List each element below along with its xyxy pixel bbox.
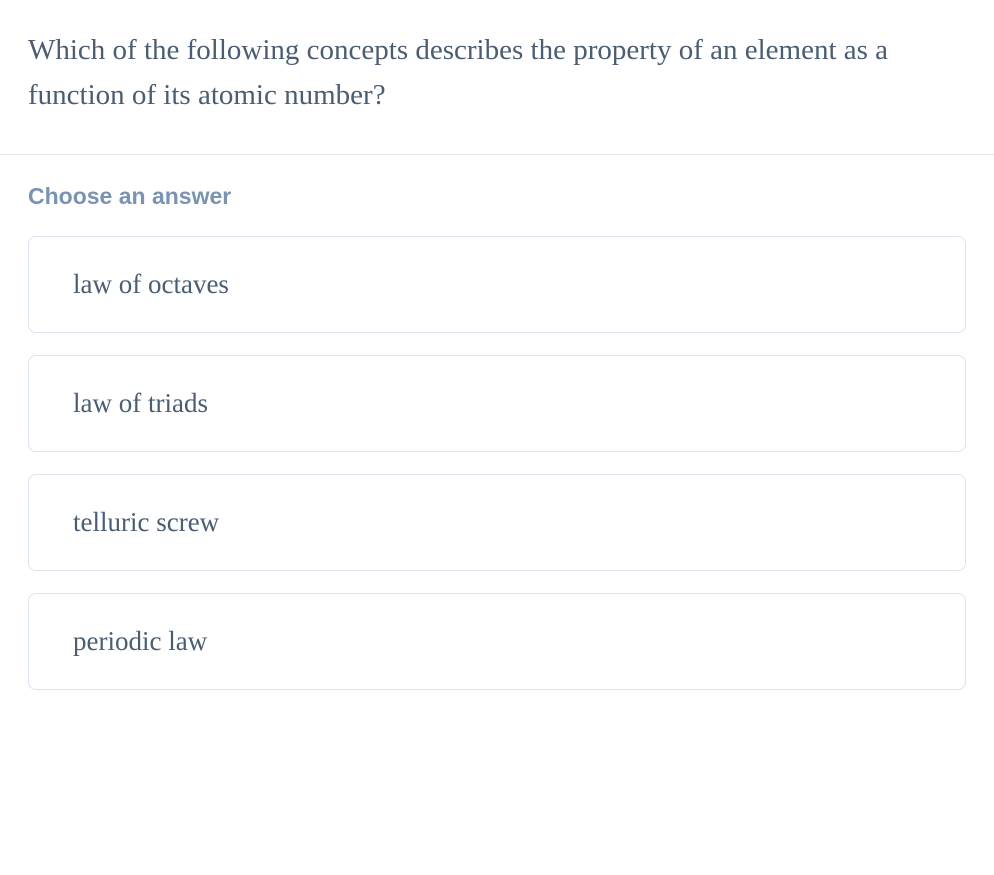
choose-answer-label: Choose an answer	[28, 183, 966, 210]
option-telluric-screw[interactable]: telluric screw	[28, 474, 966, 571]
option-law-of-triads[interactable]: law of triads	[28, 355, 966, 452]
question-section: Which of the following concepts describe…	[0, 0, 994, 154]
option-law-of-octaves[interactable]: law of octaves	[28, 236, 966, 333]
options-list: law of octaves law of triads telluric sc…	[28, 236, 966, 690]
option-periodic-law[interactable]: periodic law	[28, 593, 966, 690]
answer-section: Choose an answer law of octaves law of t…	[0, 155, 994, 690]
question-text: Which of the following concepts describe…	[28, 28, 966, 118]
